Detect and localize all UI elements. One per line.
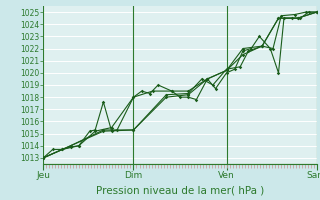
X-axis label: Pression niveau de la mer( hPa ): Pression niveau de la mer( hPa ) [96, 186, 264, 196]
